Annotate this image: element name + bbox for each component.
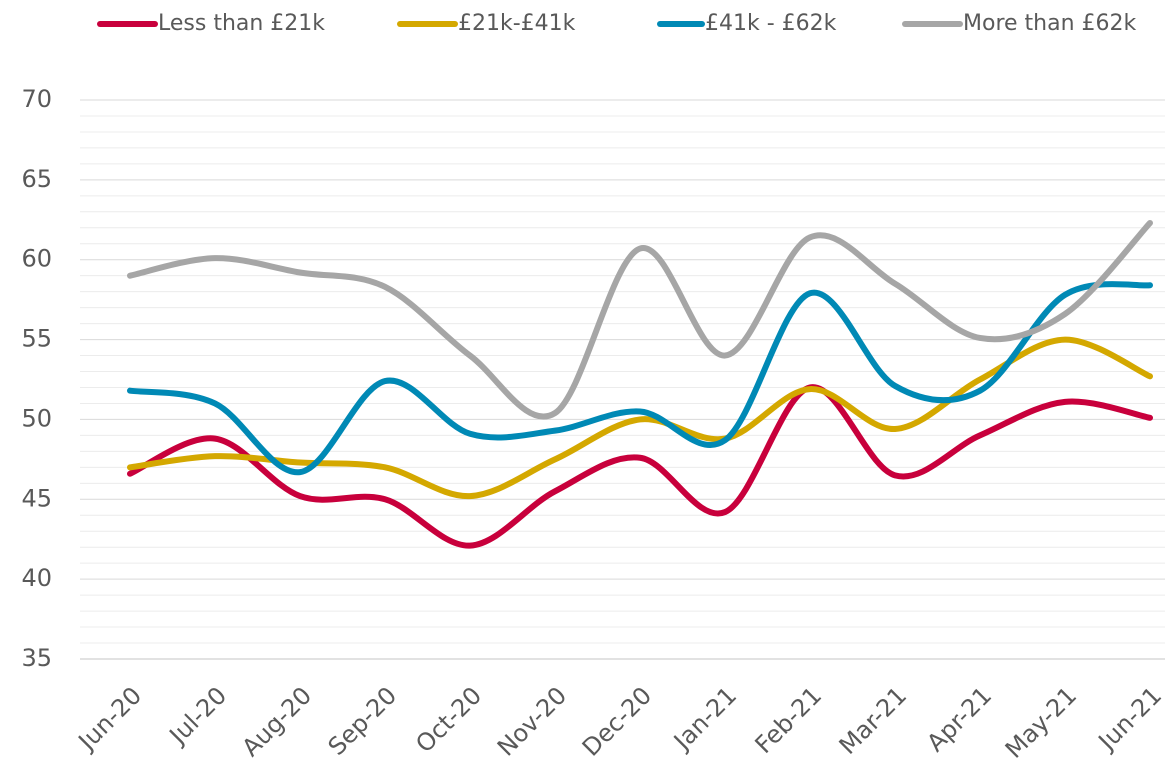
x-tick-label: Jul-20 (163, 681, 232, 750)
y-tick-label: 60 (21, 245, 52, 273)
x-tick-label: Jun-20 (72, 681, 147, 756)
series-line (127, 281, 1153, 476)
x-tick-label: Mar-21 (834, 681, 912, 759)
series-line (127, 219, 1153, 420)
x-tick-label: Feb-21 (750, 681, 828, 759)
series-line (127, 384, 1153, 549)
y-tick-label: 65 (21, 165, 52, 193)
x-tick-label: Nov-20 (492, 681, 572, 761)
legend-label: £41k - £62k (705, 11, 837, 36)
x-tick-label: May-21 (1000, 681, 1082, 763)
y-tick-label: 50 (21, 404, 52, 432)
x-tick-label: Dec-20 (577, 681, 657, 761)
y-tick-label: 45 (21, 484, 52, 512)
x-tick-label: Aug-20 (237, 681, 318, 762)
y-tick-label: 40 (21, 564, 52, 592)
x-tick-label: Jun-21 (1092, 681, 1167, 756)
x-tick-label: Jan-21 (667, 681, 742, 756)
legend-label: £21k-£41k (458, 11, 576, 36)
series-line (127, 336, 1153, 500)
x-tick-label: Oct-20 (410, 681, 487, 758)
y-tick-label: 55 (21, 325, 52, 353)
y-tick-label: 70 (21, 85, 52, 113)
y-tick-label: 35 (21, 644, 52, 672)
legend-label: Less than £21k (158, 11, 325, 36)
x-tick-label: Apr-21 (921, 681, 997, 757)
legend-label: More than £62k (963, 11, 1137, 36)
x-tick-label: Sep-20 (323, 681, 403, 761)
